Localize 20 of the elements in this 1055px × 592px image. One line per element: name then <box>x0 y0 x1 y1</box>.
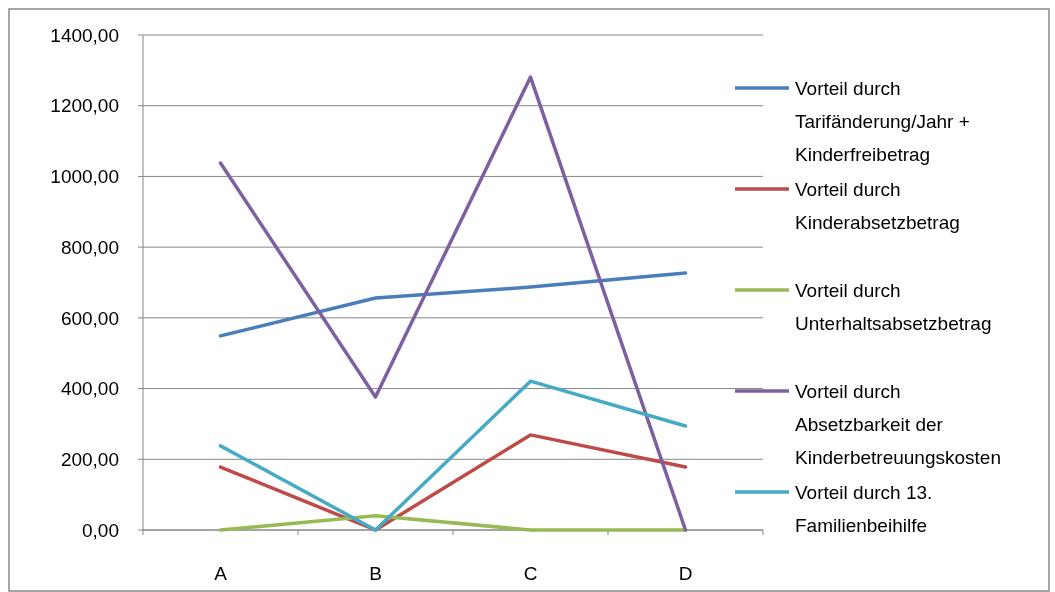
line-series <box>218 271 688 338</box>
x-tick-label: A <box>214 563 228 584</box>
y-tick-label: 200,00 <box>60 448 119 470</box>
x-tick-label: C <box>523 563 538 584</box>
y-tick-label: 600,00 <box>60 307 119 329</box>
legend-label: Vorteil durch Kinderabsetzbetrag <box>795 178 960 233</box>
y-tick-label: 800,00 <box>60 236 119 258</box>
line-series <box>218 379 688 532</box>
x-tick-label: B <box>369 563 382 584</box>
line-series <box>218 75 688 532</box>
x-tick-label: D <box>678 563 693 584</box>
legend-label: Vorteil durch Absetzbarkeit der Kinderbetreuungskosten <box>795 380 1001 468</box>
y-tick-label: 1400,00 <box>50 24 119 46</box>
legend-label: Vorteil durch Tarifänderung/Jahr + Kinderfreibetrag <box>795 77 970 165</box>
legend-label: Vorteil durch Unterhaltsabsetzbetrag <box>795 279 992 334</box>
y-tick-label: 1000,00 <box>50 166 119 188</box>
y-tick-label: 400,00 <box>60 378 119 400</box>
y-tick-label: 1200,00 <box>50 95 119 117</box>
legend-label: Vorteil durch 13. Familienbeihilfe <box>795 481 933 536</box>
y-tick-label: 0,00 <box>82 519 119 541</box>
